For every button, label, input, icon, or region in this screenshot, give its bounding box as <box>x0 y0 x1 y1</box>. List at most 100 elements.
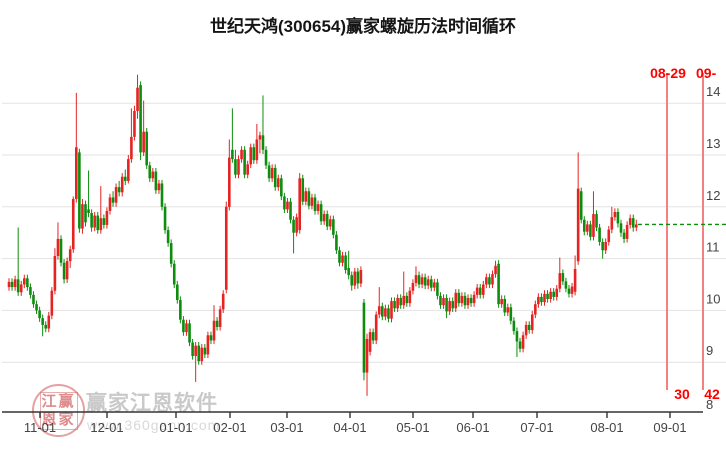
candle-body <box>365 338 369 373</box>
candle-body <box>154 171 158 191</box>
candle-body <box>515 331 519 342</box>
candle-body <box>50 290 54 316</box>
candle-body <box>390 301 393 319</box>
candle-body <box>212 320 216 341</box>
candle-body <box>90 213 93 228</box>
candle-body <box>243 149 246 175</box>
candle-body <box>482 284 485 295</box>
candle-body <box>194 345 197 356</box>
candle-body <box>570 286 574 294</box>
candle-body <box>613 211 617 218</box>
candle-body <box>448 301 451 312</box>
candle-body <box>387 308 390 319</box>
candle-body <box>546 293 549 300</box>
candle-body <box>561 273 565 282</box>
candle-body <box>625 224 629 239</box>
candle-body <box>442 297 445 306</box>
candle-body <box>402 295 406 306</box>
candle-body <box>105 210 109 225</box>
candle-body <box>191 342 194 356</box>
candle-body <box>65 261 69 280</box>
candle-body <box>301 178 305 202</box>
candle-body <box>472 294 476 304</box>
candle-body <box>41 318 44 325</box>
candle-body <box>215 320 219 327</box>
candle-body <box>316 204 320 211</box>
x-axis-label: 02-01 <box>213 420 246 435</box>
candle-body <box>436 282 439 296</box>
candle-body <box>26 278 29 288</box>
candle-body <box>619 223 623 233</box>
y-axis-label: 14 <box>706 84 720 99</box>
candle-body <box>123 176 127 181</box>
candle-body <box>130 136 133 160</box>
candle-body <box>475 287 479 295</box>
y-axis-label: 13 <box>706 136 720 151</box>
candle-body <box>71 199 75 250</box>
candle-body <box>136 87 139 111</box>
candle-body <box>117 187 121 193</box>
chart-title: 世纪天鸿(300654)赢家螺旋历法时间循环 <box>209 17 517 36</box>
candle-body <box>335 234 338 251</box>
candle-body <box>488 277 491 285</box>
candle-body <box>579 191 583 220</box>
candle-body <box>635 224 638 228</box>
candle-body <box>200 347 204 362</box>
candle-body <box>485 277 488 285</box>
candle-body <box>512 320 516 332</box>
candle-body <box>491 274 494 285</box>
candle-body <box>445 297 448 312</box>
candle-body <box>359 269 363 284</box>
candle-body <box>111 197 115 203</box>
candle-body <box>166 230 170 244</box>
candle-body <box>344 255 347 270</box>
candle-body <box>280 178 283 197</box>
candle-body <box>197 345 201 362</box>
candle-body <box>368 332 372 352</box>
candle-body <box>148 165 152 179</box>
candle-body <box>68 249 72 262</box>
candle-body <box>454 292 458 309</box>
candle-body <box>307 191 311 206</box>
candle-body <box>527 324 531 331</box>
candle-body <box>353 271 357 286</box>
candle-body <box>13 279 17 288</box>
candle-body <box>75 147 78 200</box>
candle-body <box>157 183 161 191</box>
candle-body <box>325 214 329 227</box>
candle-body <box>56 238 60 257</box>
x-axis-label: 04-01 <box>333 420 366 435</box>
candle-body <box>463 295 467 306</box>
candle-body <box>23 278 26 285</box>
candle-body <box>420 277 424 285</box>
candle-body <box>497 263 500 305</box>
candle-body <box>234 159 237 175</box>
candle-body <box>582 219 586 232</box>
candle-body <box>592 214 595 237</box>
candle-body <box>534 304 537 315</box>
watermark-seal-line2: 恩家 <box>41 411 76 428</box>
candle-body <box>16 279 20 293</box>
candle-body <box>292 219 295 233</box>
y-axis-label: 9 <box>706 343 713 358</box>
candle-body <box>255 139 259 161</box>
candle-body <box>537 296 540 305</box>
x-axis-label: 12-01 <box>90 420 123 435</box>
candle-body <box>555 288 559 297</box>
candle-body <box>601 242 604 251</box>
candle-body <box>469 297 473 304</box>
x-axis-label: 03-01 <box>270 420 303 435</box>
time-cycle-date-label: 09- <box>696 65 717 81</box>
candle-body <box>598 227 601 243</box>
candle-body <box>228 157 231 207</box>
candle-body <box>573 268 577 292</box>
candle-body <box>595 214 598 228</box>
candle-body <box>414 275 418 283</box>
candle-body <box>53 256 57 291</box>
candle-body <box>524 324 528 336</box>
candle-body <box>457 292 461 304</box>
candle-body <box>267 165 271 179</box>
candle-body <box>384 308 387 317</box>
